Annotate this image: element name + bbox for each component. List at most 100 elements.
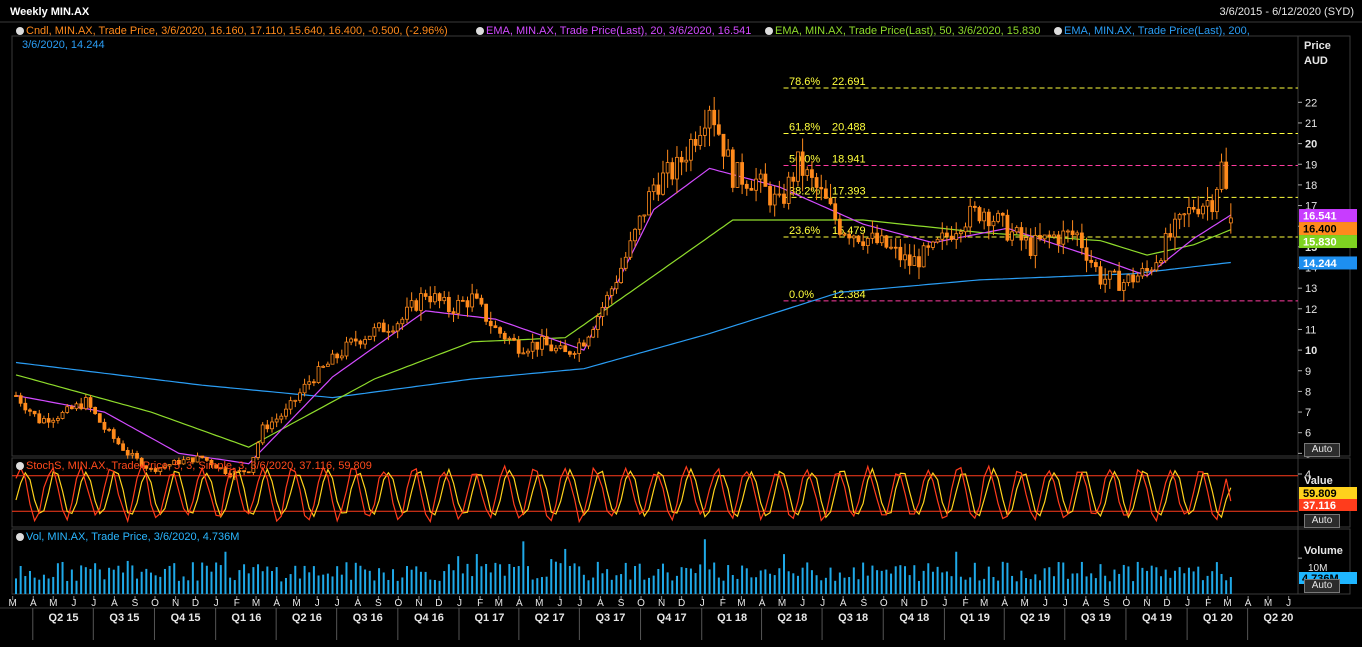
candle-body xyxy=(1173,218,1177,238)
legend-ema50[interactable]: EMA, MIN.AX, Trade Price(Last), 50, 3/6/… xyxy=(765,25,1040,37)
candle-body xyxy=(856,235,861,243)
volume-bar xyxy=(271,571,273,594)
candle-body xyxy=(1182,213,1187,216)
volume-bar xyxy=(261,571,264,594)
legend-toggle-icon[interactable] xyxy=(16,27,24,35)
volume-bar xyxy=(28,570,31,594)
candle-body xyxy=(23,402,28,411)
price-tag-label: 15.830 xyxy=(1303,237,1337,249)
volume-bar xyxy=(1090,573,1093,594)
volume-bar xyxy=(410,569,413,594)
volume-bar xyxy=(415,566,418,594)
candle-body xyxy=(554,347,558,352)
candle-body xyxy=(889,246,893,249)
candle-body xyxy=(712,109,717,126)
candle-body xyxy=(279,415,284,420)
legend-candle[interactable]: Cndl, MIN.AX, Trade Price, 3/6/2020, 16.… xyxy=(16,25,448,37)
candle-body xyxy=(446,296,451,313)
volume-bar xyxy=(215,562,218,594)
panel-frames xyxy=(0,21,1362,595)
legend-toggle-icon[interactable] xyxy=(476,27,484,35)
candle-body xyxy=(763,173,768,187)
quarter-label: Q4 17 xyxy=(657,612,687,624)
candle-body xyxy=(42,418,46,424)
candle-body xyxy=(754,178,758,191)
candle-body xyxy=(591,329,596,338)
volume-bar xyxy=(941,572,944,594)
volume-bar xyxy=(117,565,120,594)
month-label: O xyxy=(1123,598,1131,609)
volume-bar xyxy=(368,570,371,594)
candle-body xyxy=(1093,262,1098,268)
volume-bar xyxy=(638,563,641,594)
vol-auto-scale-button[interactable]: Auto xyxy=(1304,579,1340,593)
candle-body xyxy=(796,151,800,182)
volume-bar xyxy=(843,577,846,594)
legend-stoch[interactable]: StochS, MIN.AX, Trade Price, 5, 3, Simpl… xyxy=(16,460,372,472)
candle-body xyxy=(125,449,130,456)
candle-body xyxy=(18,395,23,404)
quarter-label: Q1 17 xyxy=(474,612,504,624)
price-auto-scale-button[interactable]: Auto xyxy=(1304,443,1340,457)
volume-bar xyxy=(275,567,278,594)
legend-ema200-text: EMA, MIN.AX, Trade Price(Last), 200, xyxy=(1064,25,1250,37)
volume-bar xyxy=(387,579,390,594)
volume-bar xyxy=(717,577,720,594)
volume-bar xyxy=(1043,568,1046,594)
volume-bar xyxy=(1015,581,1018,594)
candle-body xyxy=(293,399,298,402)
volume-bar xyxy=(736,578,739,594)
candle-body xyxy=(819,187,824,190)
volume-bar xyxy=(75,580,78,594)
volume-bar xyxy=(84,567,87,594)
candle-body xyxy=(823,188,828,199)
candle-body xyxy=(949,235,954,240)
candle-body xyxy=(69,406,74,410)
volume-bar xyxy=(80,565,83,594)
candle-body xyxy=(423,293,428,297)
candle-body xyxy=(405,306,409,320)
candle-body xyxy=(837,218,842,235)
legend-toggle-icon[interactable] xyxy=(1054,27,1062,35)
candle-body xyxy=(344,341,349,357)
candle-body xyxy=(768,186,772,206)
volume-bar xyxy=(52,576,55,594)
volume-bar xyxy=(1099,564,1102,594)
candle-body xyxy=(791,176,796,182)
volume-bar xyxy=(848,577,851,594)
volume-bar xyxy=(1197,566,1200,594)
volume-bar xyxy=(312,566,315,594)
month-label: J xyxy=(91,598,96,609)
candle-body xyxy=(581,342,586,347)
volume-bar xyxy=(149,572,152,594)
candle-body xyxy=(540,336,544,350)
legend-toggle-icon[interactable] xyxy=(16,462,24,470)
legend-toggle-icon[interactable] xyxy=(16,533,24,541)
month-label: S xyxy=(618,598,625,609)
volume-bar xyxy=(1146,570,1149,594)
legend-vol[interactable]: Vol, MIN.AX, Trade Price, 3/6/2020, 4.73… xyxy=(16,531,239,543)
candle-body xyxy=(814,177,819,188)
volume-bar xyxy=(1011,575,1014,594)
legend-ema20[interactable]: EMA, MIN.AX, Trade Price(Last), 20, 3/6/… xyxy=(476,25,751,37)
ema50-line xyxy=(15,219,1232,448)
quarter-label: Q4 15 xyxy=(171,612,201,624)
price-tag-bg xyxy=(1299,222,1357,236)
volume-bar xyxy=(769,573,772,594)
volume-bar xyxy=(540,577,543,594)
legend-ema200[interactable]: EMA, MIN.AX, Trade Price(Last), 200, xyxy=(1054,25,1250,37)
candle-body xyxy=(1038,234,1042,240)
volume-bar xyxy=(1071,573,1074,594)
candle-body xyxy=(637,215,642,230)
volume-bar xyxy=(1108,581,1111,594)
legend-toggle-icon[interactable] xyxy=(765,27,773,35)
candle-body xyxy=(102,421,107,430)
stoch-auto-scale-button[interactable]: Auto xyxy=(1304,514,1340,528)
volume-bar xyxy=(945,571,948,594)
price-tick-label: 22 xyxy=(1305,97,1317,109)
ema200-series xyxy=(15,261,1231,399)
vol-axis-tick: 10M xyxy=(1308,563,1328,574)
month-label: A xyxy=(30,598,37,609)
month-label: O xyxy=(880,598,888,609)
month-label: M xyxy=(980,598,988,609)
